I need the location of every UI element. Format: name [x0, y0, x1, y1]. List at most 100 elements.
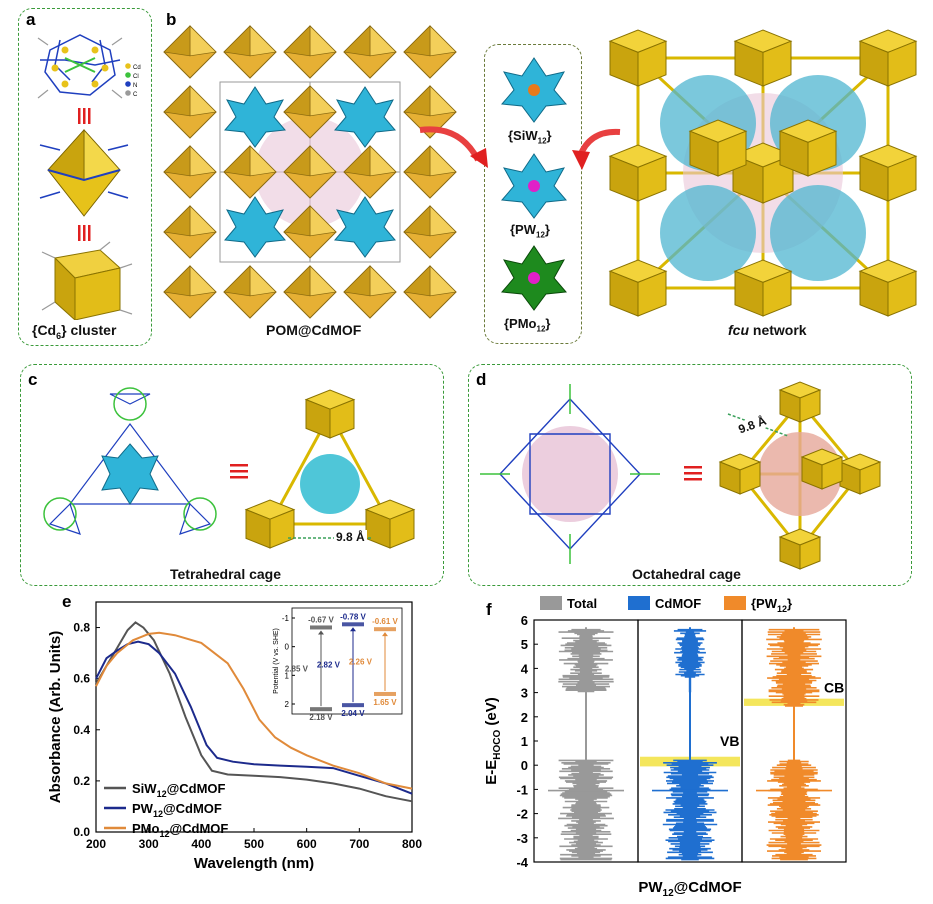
dos-legend-label-2: {PW12} — [751, 596, 792, 614]
cb-level-2 — [374, 627, 396, 632]
absorbance-chart: 200 300 400 500 600 700 800 0.0 0.2 0.4 0.6 0.8 Wave… — [47, 601, 422, 872]
gap-arrowhead-1 — [350, 627, 356, 632]
cd6-node-3 — [343, 25, 397, 79]
pw12-cluster — [500, 153, 568, 219]
dos-title: PW12@CdMOF — [638, 879, 741, 899]
cd6-node-17 — [223, 265, 277, 319]
dos-column-2 — [756, 627, 832, 861]
pom-in-framework-2 — [224, 196, 286, 258]
gap-arrowhead-0 — [318, 630, 324, 635]
y-tick-label: 0.2 — [73, 774, 90, 788]
cd6-node-2 — [283, 25, 337, 79]
dos-y-tick-label: 6 — [521, 613, 528, 628]
siw12-sub: 12 — [537, 136, 547, 146]
fcu-node-3 — [608, 144, 668, 202]
octa-nodes — [718, 381, 882, 570]
panel-a-frame — [18, 8, 152, 346]
vb-annotation: VB — [720, 733, 739, 749]
pmo12-cluster — [500, 245, 568, 311]
gap-arrowhead-2 — [382, 632, 388, 637]
tetrahedral-cage — [43, 387, 416, 549]
x-axis-label: Wavelength (nm) — [194, 855, 314, 872]
cd6-node-9 — [223, 145, 277, 199]
cd6-node-18 — [283, 265, 337, 319]
legend-label-0: SiW12@CdMOF — [132, 781, 226, 799]
pom-in-framework-0 — [224, 86, 286, 148]
dos-legend-swatch-2 — [724, 596, 746, 610]
gap-label-1: 2.82 V — [317, 661, 341, 670]
cd6-node-1 — [223, 25, 277, 79]
dos-y-tick-label: -2 — [516, 807, 528, 822]
fcu-node-1 — [733, 29, 793, 87]
cb-label-2: -0.61 V — [372, 617, 398, 626]
legend-label-2: PMo12@CdMOF — [132, 821, 228, 839]
cd6-node-4 — [403, 25, 457, 79]
vb-level-0 — [310, 707, 332, 712]
dos-frame-2 — [741, 619, 847, 863]
dos-legend-swatch-1 — [628, 596, 650, 610]
pw12-pre: {PW — [510, 222, 536, 237]
equivalence-sign-c — [230, 464, 248, 479]
fcu-tetra-void-4 — [770, 185, 866, 281]
pom-list — [500, 57, 568, 311]
legend-label-1: PW12@CdMOF — [132, 801, 222, 819]
pmo12-pre: {PMo — [504, 316, 537, 331]
panel-d-frame — [468, 364, 912, 586]
legend-cd: Cd — [133, 65, 141, 71]
cd6-node-0 — [163, 25, 217, 79]
panel-f-letter: f — [486, 600, 492, 619]
dos-y-tick-label: 3 — [521, 686, 528, 701]
pmo12-sub: 12 — [536, 324, 546, 334]
legend-n: N — [133, 83, 137, 89]
y-tick-label: 0.4 — [73, 723, 90, 737]
dos-y-tick-label: -4 — [516, 855, 528, 870]
fcu-node-5 — [608, 259, 668, 317]
vb-level-2 — [374, 691, 396, 696]
pom-label-pw12: {PW12} — [510, 222, 550, 240]
vb-level-1 — [342, 703, 364, 708]
fcu-italic: fcu — [728, 322, 749, 338]
y-tick-label: 0.6 — [73, 672, 90, 686]
cd6-node-6 — [283, 85, 337, 139]
cd6-cube — [41, 241, 133, 320]
pom-in-framework-3 — [334, 196, 396, 258]
panel-b-caption-left: POM@CdMOF — [266, 322, 362, 338]
cb-annotation: CB — [824, 680, 844, 696]
x-tick-label: 200 — [86, 837, 106, 851]
arrow-left-icon — [419, 126, 481, 162]
cd6-node-8 — [163, 145, 217, 199]
dos-column-1 — [652, 627, 728, 861]
cd6-octahedron — [39, 128, 129, 217]
octa-node-3 — [778, 528, 822, 570]
pom-in-framework-1 — [334, 86, 396, 148]
panel-c-caption: Tetrahedral cage — [170, 566, 282, 582]
x-tick-label: 800 — [402, 837, 422, 851]
equivalence-sign-d — [684, 466, 702, 481]
cd6-node-19 — [343, 265, 397, 319]
cd6-node-13 — [163, 205, 217, 259]
octa-node-0 — [778, 381, 822, 423]
pom-cdmof-structure — [163, 25, 457, 319]
node-left — [43, 497, 77, 531]
octahedral-cage — [480, 381, 882, 570]
vb-label-2: 1.65 V — [373, 698, 397, 707]
legend-cl: Cl — [133, 74, 139, 80]
fcu-node-4 — [858, 144, 918, 202]
equivalence-sign-2 — [78, 225, 91, 241]
pom-label-pmo12: {PMo12} — [504, 316, 550, 334]
series-line-2 — [95, 631, 413, 790]
x-tick-label: 600 — [297, 837, 317, 851]
dos-y-axis-label: E-EHOCO (eV) — [483, 697, 503, 785]
cd6-node-15 — [403, 205, 457, 259]
series-line-0 — [95, 621, 413, 803]
cb-level-0 — [310, 625, 332, 630]
pom-label-siw12: {SiW12} — [508, 128, 552, 146]
pmo12-post: } — [545, 316, 551, 331]
tetra-node-0 — [304, 389, 356, 439]
fcu-node-0 — [608, 29, 668, 87]
octa-node-4 — [800, 448, 844, 490]
x-tick-label: 400 — [191, 837, 211, 851]
tetra-node-1 — [244, 499, 296, 549]
pw12-sub: 12 — [536, 230, 545, 240]
y-tick-label: 0.0 — [73, 825, 90, 839]
